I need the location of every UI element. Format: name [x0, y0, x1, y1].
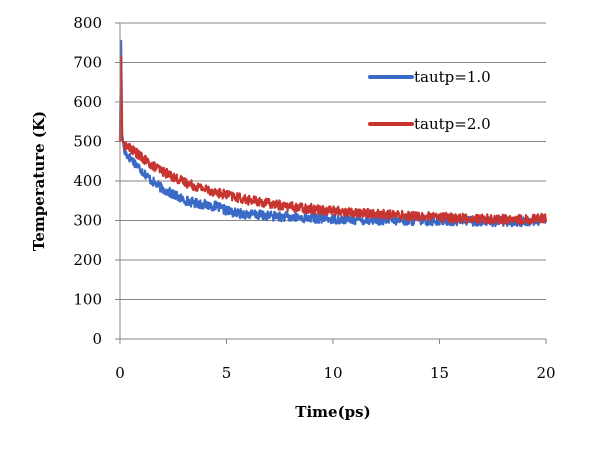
- y-tick-label: 600: [73, 93, 102, 111]
- y-axis-title: Temperature (K): [30, 111, 48, 251]
- series-layer: [118, 39, 548, 228]
- y-tick-label: 0: [92, 330, 102, 348]
- grid-lines: [120, 22, 546, 300]
- legend-label: tautp=1.0: [414, 68, 491, 86]
- y-tick-label: 800: [73, 14, 102, 32]
- y-tick-label: 300: [73, 212, 102, 230]
- y-tick-label: 700: [73, 54, 102, 72]
- y-tick-label: 500: [73, 133, 102, 151]
- x-axis-title: Time(ps): [295, 403, 370, 421]
- legend: tautp=1.0 tautp=2.0: [368, 68, 491, 133]
- y-axis-ticks: 0 100 200 300 400 500 600 700 800: [73, 14, 120, 348]
- x-tick-label: 5: [222, 364, 232, 382]
- series-line: [118, 39, 547, 228]
- y-tick-label: 400: [73, 172, 102, 190]
- x-tick-label: 15: [430, 364, 449, 382]
- x-axis-ticks: 0 5 10 15 20: [115, 339, 556, 382]
- legend-label: tautp=2.0: [414, 115, 491, 133]
- x-tick-label: 20: [536, 364, 555, 382]
- x-tick-label: 10: [323, 364, 342, 382]
- y-tick-label: 100: [73, 291, 102, 309]
- series-line: [118, 55, 548, 226]
- x-tick-label: 0: [115, 364, 125, 382]
- y-tick-label: 200: [73, 251, 102, 269]
